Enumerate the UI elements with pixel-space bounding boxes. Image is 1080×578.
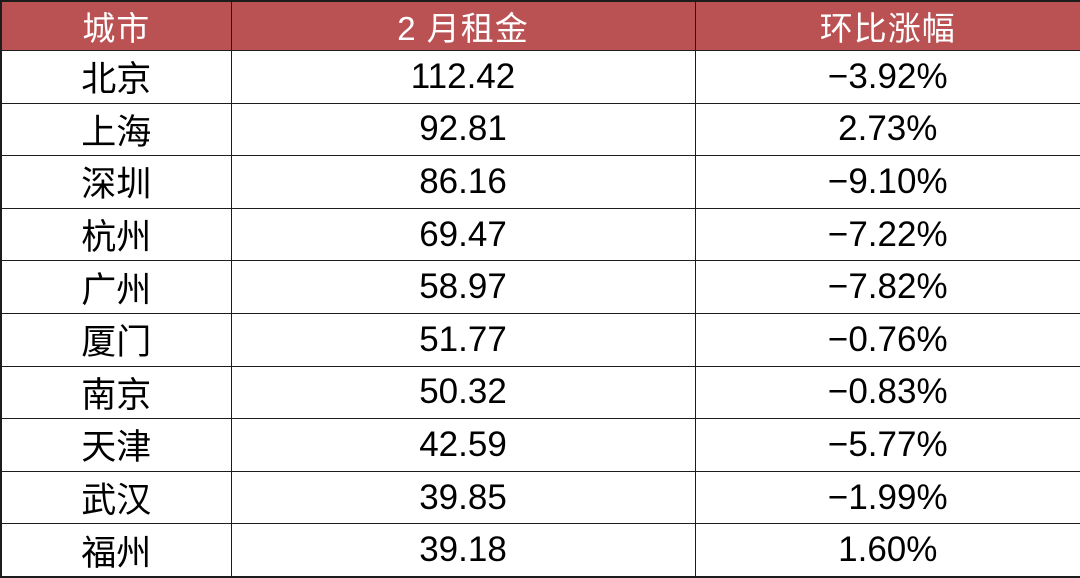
change-cell: −3.92% [694,50,1080,104]
rent-cell: 51.77 [230,312,696,367]
table-row: 武汉 39.85 −1.99% [0,470,1080,525]
column-header-change: 环比涨幅 [694,0,1080,51]
rent-cell: 86.16 [230,155,696,209]
table-row: 杭州 69.47 −7.22% [0,207,1080,262]
table-row: 厦门 51.77 −0.76% [0,312,1080,367]
table-row: 上海 92.81 2.73% [0,102,1080,157]
change-cell: 1.60% [694,523,1080,578]
rent-cell: 58.97 [230,260,696,314]
rent-cell: 39.85 [230,470,696,525]
rent-cell: 50.32 [230,365,696,420]
change-cell: −1.99% [694,470,1080,525]
city-cell: 上海 [0,102,232,157]
column-header-city: 城市 [0,0,232,51]
rent-cell: 42.59 [230,418,696,472]
change-cell: −9.10% [694,155,1080,209]
table-row: 北京 112.42 −3.92% [0,50,1080,104]
city-cell: 深圳 [0,155,232,209]
change-cell: 2.73% [694,102,1080,157]
header-row: 城市 2 月租金 环比涨幅 [0,0,1080,51]
city-cell: 北京 [0,50,232,104]
city-cell: 武汉 [0,470,232,525]
change-cell: −7.82% [694,260,1080,314]
city-cell: 天津 [0,418,232,472]
change-cell: −5.77% [694,418,1080,472]
table-body: 北京 112.42 −3.92% 上海 92.81 2.73% 深圳 86.16… [0,50,1080,578]
table-row: 南京 50.32 −0.83% [0,365,1080,420]
change-cell: −0.83% [694,365,1080,420]
table-row: 深圳 86.16 −9.10% [0,155,1080,209]
rent-cell: 92.81 [230,102,696,157]
table-row: 广州 58.97 −7.82% [0,260,1080,314]
column-header-rent: 2 月租金 [230,0,696,51]
city-cell: 南京 [0,365,232,420]
rent-cell: 112.42 [230,50,696,104]
rent-cell: 69.47 [230,207,696,262]
city-cell: 福州 [0,523,232,578]
table-row: 天津 42.59 −5.77% [0,418,1080,472]
change-cell: −0.76% [694,312,1080,367]
change-cell: −7.22% [694,207,1080,262]
city-cell: 广州 [0,260,232,314]
city-cell: 厦门 [0,312,232,367]
table-row: 福州 39.18 1.60% [0,523,1080,578]
table-header: 城市 2 月租金 环比涨幅 [0,0,1080,51]
city-cell: 杭州 [0,207,232,262]
rent-cell: 39.18 [230,523,696,578]
